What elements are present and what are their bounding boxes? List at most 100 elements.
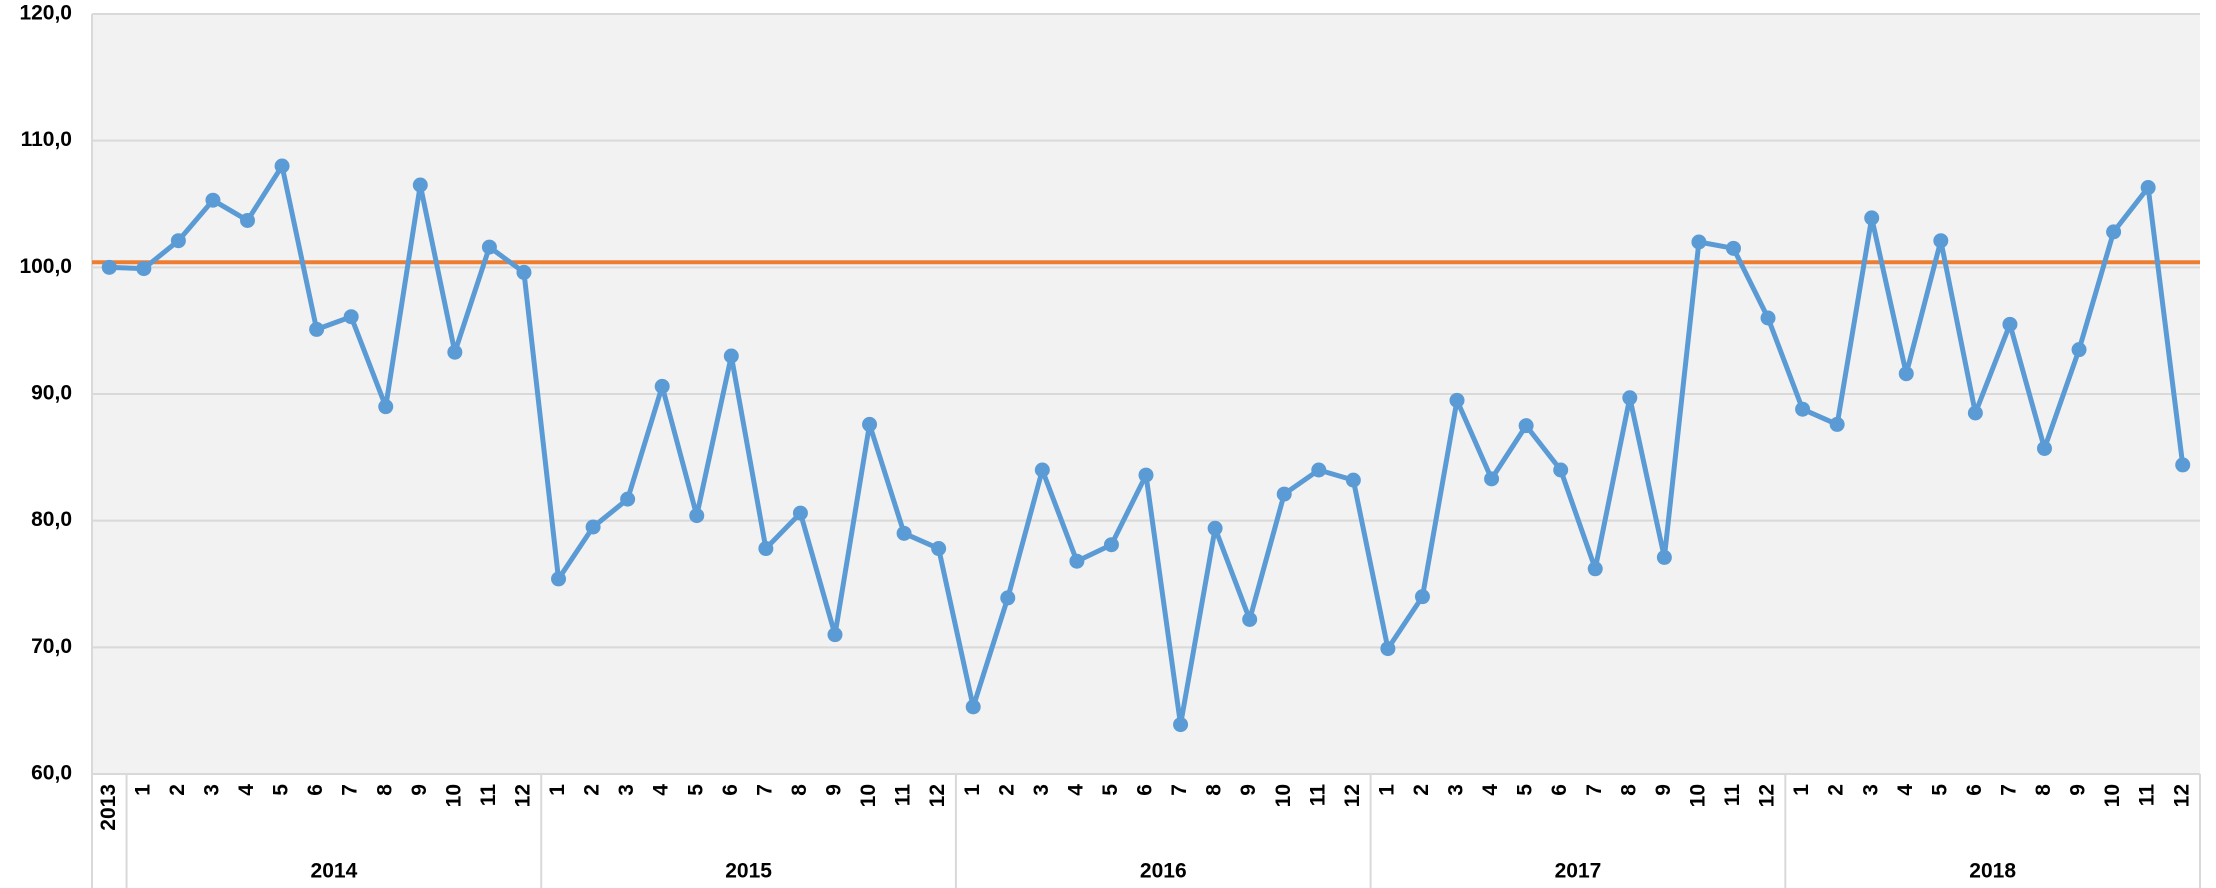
x-tick-label: 6 (1548, 784, 1571, 796)
x-tick-label: 6 (304, 784, 327, 796)
data-point (170, 233, 186, 249)
x-tick-label: 4 (650, 784, 673, 796)
x-tick-label: 12 (926, 784, 949, 807)
x-tick-label: 4 (235, 784, 258, 796)
y-tick-label: 60,0 (31, 762, 72, 785)
data-point (136, 261, 152, 277)
y-tick-label: 110,0 (21, 128, 72, 151)
x-tick-label: 5 (270, 784, 293, 796)
x-tick-label: 10 (1272, 784, 1295, 807)
x-tick-label: 2 (166, 784, 189, 796)
x-tick-label: 3 (1859, 784, 1882, 796)
data-point (1103, 537, 1119, 553)
data-point (101, 259, 117, 275)
x-tick-label: 3 (1030, 784, 1053, 796)
data-point (792, 505, 808, 521)
data-point (1656, 549, 1672, 565)
data-point (654, 378, 670, 394)
data-point (585, 519, 601, 535)
x-tick-label: 3 (200, 784, 223, 796)
data-point (1898, 366, 1914, 382)
x-tick-label: 5 (684, 784, 707, 796)
data-point (1795, 401, 1811, 417)
y-tick-label: 120,0 (19, 2, 72, 25)
data-point (1242, 611, 1258, 627)
x-tick-label: 1 (961, 784, 984, 796)
x-tick-label: 4 (1064, 784, 1087, 796)
data-point (1000, 590, 1016, 606)
data-point (274, 158, 290, 174)
x-tick-label: 8 (373, 784, 396, 796)
x-tick-label: 2 (581, 784, 604, 796)
y-tick-label: 70,0 (31, 635, 72, 658)
x-tick-label: 11 (477, 784, 500, 807)
data-point (378, 399, 394, 415)
data-point (240, 212, 256, 228)
data-point (1967, 405, 1983, 421)
x-tick-label: 5 (1099, 784, 1122, 796)
x-tick-label: 8 (788, 784, 811, 796)
x-tick-label: 11 (2136, 784, 2159, 807)
x-tick-label: 1 (1790, 784, 1813, 796)
data-point (1725, 240, 1741, 256)
x-tick-label: 2 (1410, 784, 1433, 796)
data-point (205, 192, 221, 208)
x-tick-label: 8 (1617, 784, 1640, 796)
y-tick-label: 90,0 (31, 382, 72, 405)
x-tick-label: 9 (1652, 784, 1675, 796)
x-tick-label: 10 (1686, 784, 1709, 807)
data-point (1484, 471, 1500, 487)
data-point (551, 571, 567, 587)
data-point (412, 177, 428, 193)
data-point (1414, 589, 1430, 605)
data-point (2002, 316, 2018, 332)
x-tick-label: 6 (1134, 784, 1157, 796)
data-point (1691, 234, 1707, 250)
x-tick-label: 9 (823, 784, 846, 796)
x-tick-label: 1 (131, 784, 154, 796)
x-tick-label: 9 (1237, 784, 1260, 796)
x-tick-label: 3 (1445, 784, 1468, 796)
data-point (931, 541, 947, 557)
x-tick-label: 2013 (97, 784, 120, 831)
x-group-label: 2015 (725, 860, 772, 883)
x-tick-label: 7 (1583, 784, 1606, 796)
x-tick-label: 4 (1479, 784, 1502, 796)
x-tick-label: 7 (753, 784, 776, 796)
y-tick-label: 80,0 (31, 508, 72, 531)
data-point (1173, 717, 1189, 733)
x-tick-label: 12 (1756, 784, 1779, 807)
data-point (1553, 462, 1569, 478)
data-point (1864, 210, 1880, 226)
data-point (1034, 462, 1050, 478)
data-point (447, 344, 463, 360)
data-point (1380, 641, 1396, 657)
data-point (1345, 472, 1361, 488)
data-point (2036, 440, 2052, 456)
x-tick-label: 5 (1928, 784, 1951, 796)
y-tick-label: 100,0 (19, 255, 72, 278)
data-point (2175, 457, 2191, 473)
data-point (1933, 233, 1949, 249)
x-tick-label: 4 (1894, 784, 1917, 796)
x-tick-label: 7 (1168, 784, 1191, 796)
data-point (827, 627, 843, 643)
data-point (1207, 520, 1223, 536)
data-point (723, 348, 739, 364)
data-point (1587, 561, 1603, 577)
data-point (2071, 342, 2087, 358)
x-group-label: 2016 (1140, 860, 1187, 883)
data-point (1138, 467, 1154, 483)
x-tick-label: 9 (408, 784, 431, 796)
x-tick-label: 9 (2067, 784, 2090, 796)
data-point (896, 525, 912, 541)
x-tick-label: 11 (892, 784, 915, 807)
x-tick-label: 2 (995, 784, 1018, 796)
data-point (1518, 418, 1534, 434)
x-tick-label: 12 (2170, 784, 2193, 807)
x-tick-label: 10 (2101, 784, 2124, 807)
x-tick-label: 10 (442, 784, 465, 807)
data-point (965, 699, 981, 715)
